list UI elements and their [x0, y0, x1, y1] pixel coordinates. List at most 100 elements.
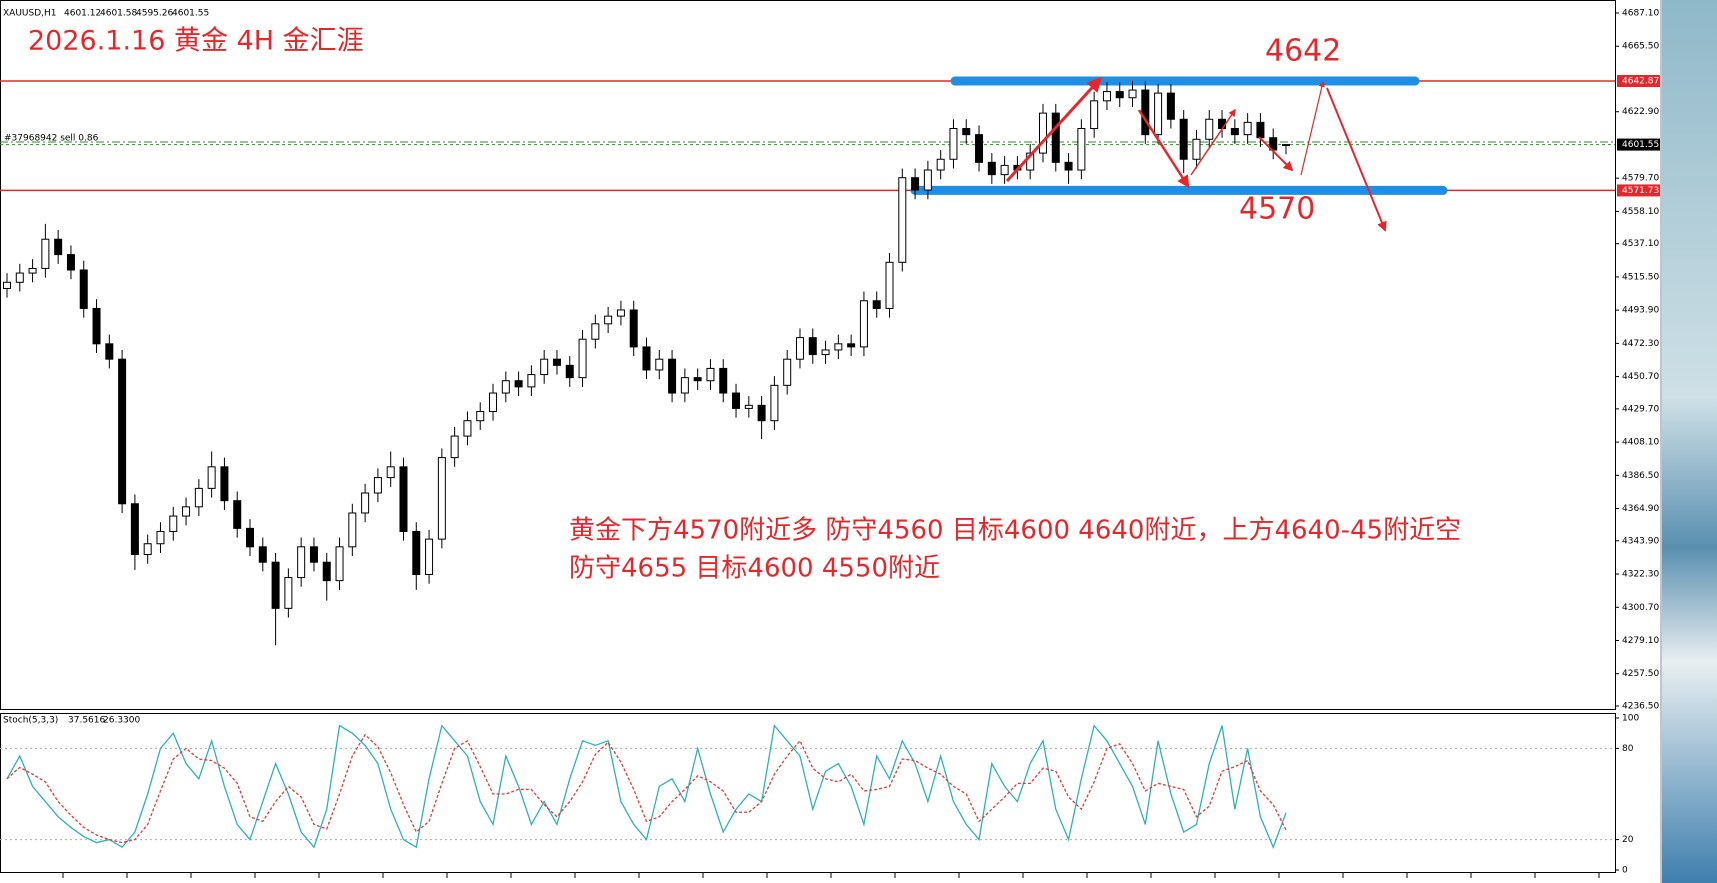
y-tick-label: 4579.70 — [1622, 174, 1659, 184]
y-tick-label: 0 — [1622, 866, 1628, 876]
candle-body — [66, 254, 75, 271]
candle-body — [143, 543, 152, 556]
candle-body — [412, 530, 421, 576]
candle-body — [834, 343, 843, 351]
candle-body — [118, 358, 127, 505]
arrow — [1300, 80, 1325, 176]
price-box-label: 4642.87 — [1622, 77, 1659, 87]
symbol: XAUUSD,H1 — [3, 9, 57, 19]
candle-body — [821, 349, 830, 356]
candle-body — [182, 506, 191, 517]
candle-body — [744, 404, 753, 409]
y-tick-label: 4558.10 — [1622, 207, 1659, 217]
candle-body — [591, 323, 600, 340]
candle-body — [207, 466, 216, 489]
candle-body — [425, 538, 434, 576]
candle-body — [258, 546, 267, 563]
y-tick-label: 4236.50 — [1622, 702, 1659, 712]
annotation: 4642 — [1265, 34, 1341, 69]
candle-body — [565, 364, 574, 379]
candle-body — [604, 315, 613, 325]
candle-body — [105, 343, 114, 360]
candle-body — [1154, 92, 1163, 136]
candle-body — [92, 307, 101, 345]
price-panel — [0, 0, 1616, 710]
candle-body — [1090, 100, 1099, 129]
candle-body — [975, 134, 984, 163]
candle-body — [616, 309, 625, 317]
candle-body — [1128, 89, 1137, 99]
candle-body — [885, 261, 894, 309]
candle-body — [399, 466, 408, 532]
y-tick-label: 4665.50 — [1622, 42, 1659, 52]
stoch-line — [6, 724, 1287, 849]
candle-body — [629, 309, 638, 348]
candle-body — [859, 300, 868, 348]
price-box-label: 4571.73 — [1622, 186, 1659, 196]
candle-body — [795, 337, 804, 360]
y-tick-label: 100 — [1622, 714, 1639, 724]
candle-body — [1064, 161, 1073, 171]
y-tick-label: 20 — [1622, 835, 1634, 845]
candle-body — [271, 561, 280, 609]
candle-body — [552, 358, 561, 366]
candle-body — [642, 346, 651, 371]
y-tick-label: 4257.50 — [1622, 669, 1659, 679]
indicator-d: 26.3300 — [103, 716, 140, 726]
stoch-line — [6, 733, 1287, 844]
candle-body — [463, 420, 472, 437]
candle-body — [246, 527, 255, 548]
candle-body — [949, 128, 958, 160]
candle-body — [501, 380, 510, 394]
candle-body — [898, 177, 907, 263]
candle-body — [28, 267, 37, 274]
trend-arrows — [1005, 76, 1387, 232]
candle-body — [1000, 164, 1009, 176]
candle-body — [3, 281, 11, 289]
stoch-panel — [0, 713, 1616, 873]
arrow — [1137, 109, 1190, 189]
y-tick-label: 4537.10 — [1622, 239, 1659, 249]
chart-title: 2026.1.16 黄金 4H 金汇涯 — [28, 26, 364, 57]
y-tick-label: 4408.10 — [1622, 438, 1659, 448]
candle-body — [872, 300, 881, 309]
arrow — [1258, 136, 1294, 172]
y-tick-label: 4515.50 — [1622, 272, 1659, 282]
candle-body — [348, 512, 357, 548]
indicator-k: 37.5616 — [68, 716, 105, 726]
candle-body — [770, 384, 779, 422]
price-box-label: 4601.55 — [1622, 140, 1659, 150]
candle-body — [578, 338, 587, 379]
candle-body — [668, 358, 677, 394]
drawings: #37968942 sell 0.86 — [0, 76, 1615, 646]
price-box — [1617, 138, 1660, 151]
candle-body — [15, 272, 24, 283]
candle-body — [962, 128, 971, 136]
candle-body — [54, 238, 63, 256]
candle-body — [783, 358, 792, 386]
candle-body — [156, 530, 165, 545]
y-tick-label: 4343.90 — [1622, 536, 1659, 546]
ohlc-open: 4601.12 — [64, 9, 101, 19]
candle-body — [450, 435, 459, 459]
candle-body — [309, 546, 318, 563]
y-tick-label: 4450.70 — [1622, 372, 1659, 382]
y-tick-label: 4472.30 — [1622, 339, 1659, 349]
desktop-wallpaper — [1662, 0, 1717, 883]
price-box — [1617, 184, 1660, 197]
candle-body — [220, 466, 229, 502]
candle-body — [1115, 91, 1124, 99]
arrow — [1326, 87, 1387, 232]
candle-body — [1102, 91, 1111, 102]
candle-body — [732, 392, 741, 409]
candle-body — [911, 177, 920, 191]
price-box — [1617, 75, 1660, 88]
annotation: 防守4655 目标4600 4550附近 — [569, 554, 940, 584]
y-tick-label: 80 — [1622, 744, 1634, 754]
candle-body — [386, 466, 395, 479]
candle-body — [527, 374, 536, 388]
candle-body — [373, 477, 382, 494]
candle-body — [322, 561, 331, 582]
candle-body — [1230, 128, 1239, 136]
